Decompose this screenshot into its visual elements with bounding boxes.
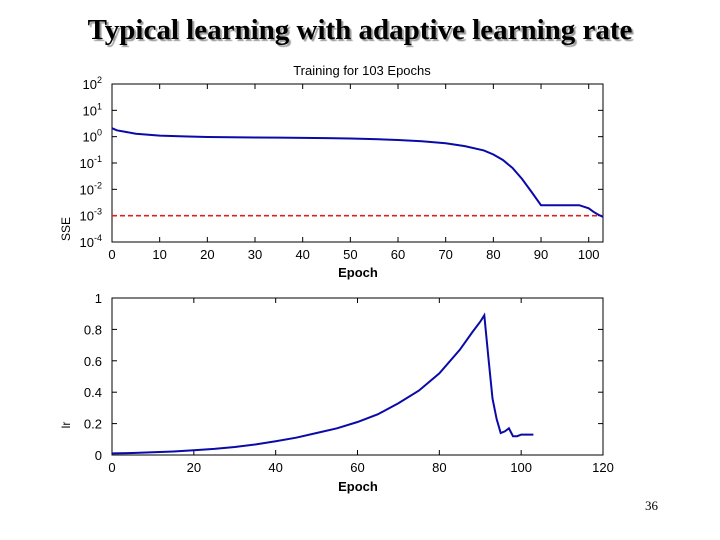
lr-x-tick-label: 80 — [432, 460, 446, 475]
lr-axis-ticks: 0 20 40 60 80 100 120 0 0.2 0.4 0.6 0.8 1 — [84, 291, 614, 475]
sse-x-tick-label: 20 — [200, 247, 214, 262]
lr-y-tick-label: 0.2 — [84, 417, 102, 432]
sse-x-tick-label: 40 — [295, 247, 309, 262]
sse-chart: Training for 103 Epochs 0 10 20 30 40 50 60 70 8… — [59, 63, 604, 280]
sse-x-tick-label: 90 — [534, 247, 548, 262]
lr-chart: 0 20 40 60 80 100 120 0 0.2 0.4 0.6 0.8 1 Epoch lr — [59, 291, 614, 494]
sse-series-line — [111, 127, 604, 218]
sse-y-tick-label: 101 — [83, 101, 102, 118]
lr-y-tick-label: 0 — [95, 448, 102, 463]
sse-y-tick-label: 100 — [83, 128, 102, 145]
sse-y-tick-label: 10-2 — [80, 180, 102, 197]
sse-y-tick-label: 10-1 — [80, 154, 102, 171]
sse-x-tick-label: 100 — [578, 247, 600, 262]
sse-x-tick-label: 10 — [152, 247, 166, 262]
lr-x-tick-label: 20 — [187, 460, 201, 475]
sse-y-axis-label: SSE — [59, 217, 73, 241]
lr-x-tick-label: 120 — [592, 460, 614, 475]
sse-y-tick-label: 10-4 — [80, 233, 102, 250]
slide-title: Typical learning with adaptive learning … — [87, 14, 633, 46]
lr-x-tick-label: 40 — [268, 460, 282, 475]
lr-y-tick-label: 1 — [95, 291, 102, 306]
lr-series-line — [111, 312, 534, 455]
sse-x-axis-label: Epoch — [338, 265, 378, 280]
sse-x-tick-label: 50 — [343, 247, 357, 262]
sse-y-tick-label: 102 — [83, 75, 102, 92]
lr-y-tick-label: 0.4 — [84, 385, 102, 400]
page-number: 36 — [645, 498, 658, 513]
sse-axis-ticks: 0 10 20 30 40 50 60 70 80 90 100 102 101 100 10-1 10-2 1… — [80, 75, 603, 262]
lr-y-tick-label: 0.6 — [84, 354, 102, 369]
sse-x-tick-label: 30 — [248, 247, 262, 262]
sse-x-tick-label: 80 — [486, 247, 500, 262]
lr-x-axis-label: Epoch — [338, 479, 378, 494]
sse-y-tick-label: 10-3 — [80, 207, 102, 224]
sse-chart-title: Training for 103 Epochs — [293, 63, 431, 78]
lr-x-tick-label: 0 — [108, 460, 115, 475]
sse-x-tick-label: 0 — [108, 247, 115, 262]
lr-plot-area — [111, 297, 604, 456]
lr-x-tick-label: 60 — [350, 460, 364, 475]
sse-x-tick-label: 70 — [438, 247, 452, 262]
lr-x-tick-label: 100 — [510, 460, 532, 475]
sse-plot-area — [111, 83, 604, 243]
sse-x-tick-label: 60 — [391, 247, 405, 262]
lr-y-tick-label: 0.8 — [84, 322, 102, 337]
lr-y-axis-label: lr — [59, 422, 73, 429]
